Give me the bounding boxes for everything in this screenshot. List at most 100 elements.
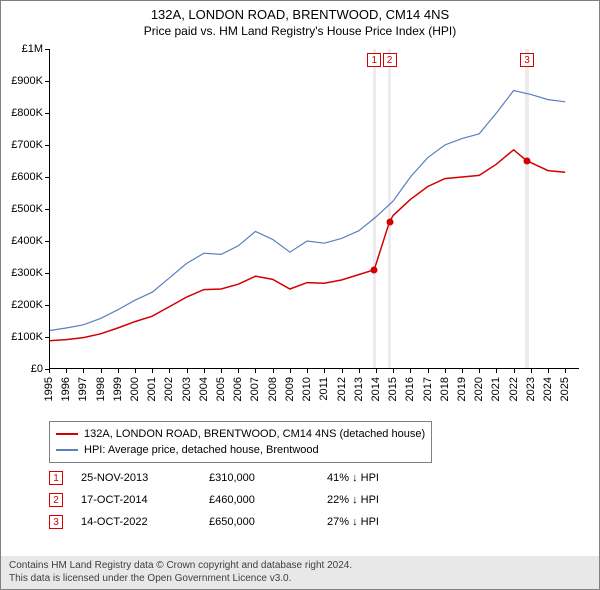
y-tick-label: £900K [0, 75, 43, 87]
y-tick-label: £100K [0, 331, 43, 343]
y-tick-label: £0 [0, 363, 43, 375]
x-tick-label: 2019 [456, 377, 468, 401]
x-tick-mark [428, 369, 429, 373]
x-tick-mark [49, 369, 50, 373]
y-tick-mark [45, 273, 49, 274]
y-tick-mark [45, 337, 49, 338]
x-tick-label: 2016 [404, 377, 416, 401]
x-tick-label: 2020 [473, 377, 485, 401]
event-date: 25-NOV-2013 [81, 472, 191, 484]
legend-item: HPI: Average price, detached house, Bren… [56, 442, 425, 458]
x-tick-mark [342, 369, 343, 373]
x-tick-mark [548, 369, 549, 373]
x-tick-mark [514, 369, 515, 373]
x-tick-mark [204, 369, 205, 373]
title-block: 132A, LONDON ROAD, BRENTWOOD, CM14 4NS P… [1, 1, 599, 38]
y-tick-mark [45, 209, 49, 210]
x-tick-mark [393, 369, 394, 373]
event-number-box: 3 [49, 515, 63, 529]
y-tick-mark [45, 145, 49, 146]
x-tick-mark [410, 369, 411, 373]
x-tick-mark [565, 369, 566, 373]
event-delta: 41% ↓ HPI [327, 472, 427, 484]
x-tick-label: 2025 [559, 377, 571, 401]
y-tick-mark [45, 177, 49, 178]
y-tick-mark [45, 305, 49, 306]
x-tick-mark [118, 369, 119, 373]
event-date: 14-OCT-2022 [81, 516, 191, 528]
y-tick-label: £200K [0, 299, 43, 311]
legend-item: 132A, LONDON ROAD, BRENTWOOD, CM14 4NS (… [56, 426, 425, 442]
x-tick-label: 1995 [43, 377, 55, 401]
x-tick-mark [255, 369, 256, 373]
x-tick-mark [445, 369, 446, 373]
y-tick-mark [45, 113, 49, 114]
x-tick-label: 2013 [353, 377, 365, 401]
y-tick-label: £500K [0, 203, 43, 215]
x-tick-mark [376, 369, 377, 373]
legend-swatch [56, 433, 78, 435]
y-tick-label: £1M [0, 43, 43, 55]
x-tick-mark [273, 369, 274, 373]
x-tick-mark [462, 369, 463, 373]
legend-label: HPI: Average price, detached house, Bren… [84, 444, 319, 456]
x-tick-label: 2018 [439, 377, 451, 401]
x-tick-label: 2015 [387, 377, 399, 401]
x-tick-mark [359, 369, 360, 373]
x-tick-mark [324, 369, 325, 373]
x-tick-label: 2022 [508, 377, 520, 401]
x-tick-mark [169, 369, 170, 373]
x-tick-label: 2002 [163, 377, 175, 401]
y-tick-label: £300K [0, 267, 43, 279]
x-tick-label: 2011 [318, 377, 330, 401]
chart-plot-area: 123 £0£100K£200K£300K£400K£500K£600K£700… [49, 49, 579, 369]
event-number-box: 1 [49, 471, 63, 485]
y-tick-label: £400K [0, 235, 43, 247]
x-tick-label: 2009 [284, 377, 296, 401]
x-tick-label: 2000 [129, 377, 141, 401]
title-line-2: Price paid vs. HM Land Registry's House … [1, 24, 599, 38]
legend-label: 132A, LONDON ROAD, BRENTWOOD, CM14 4NS (… [84, 428, 425, 440]
event-delta: 27% ↓ HPI [327, 516, 427, 528]
event-delta: 22% ↓ HPI [327, 494, 427, 506]
x-tick-mark [152, 369, 153, 373]
x-tick-label: 2014 [370, 377, 382, 401]
y-tick-mark [45, 49, 49, 50]
x-tick-label: 2017 [422, 377, 434, 401]
event-row: 1 25-NOV-2013 £310,000 41% ↓ HPI [49, 467, 427, 489]
x-tick-mark [531, 369, 532, 373]
event-price: £650,000 [209, 516, 309, 528]
x-tick-mark [290, 369, 291, 373]
x-tick-mark [135, 369, 136, 373]
x-tick-label: 2024 [542, 377, 554, 401]
x-tick-mark [187, 369, 188, 373]
x-tick-label: 2021 [490, 377, 502, 401]
x-tick-label: 2003 [181, 377, 193, 401]
x-tick-label: 2001 [146, 377, 158, 401]
x-tick-label: 2012 [336, 377, 348, 401]
y-tick-label: £800K [0, 107, 43, 119]
event-row: 2 17-OCT-2014 £460,000 22% ↓ HPI [49, 489, 427, 511]
y-tick-label: £600K [0, 171, 43, 183]
x-tick-label: 2023 [525, 377, 537, 401]
x-tick-label: 1996 [60, 377, 72, 401]
plot-border [49, 49, 579, 369]
x-tick-mark [83, 369, 84, 373]
x-tick-label: 2010 [301, 377, 313, 401]
x-tick-label: 2005 [215, 377, 227, 401]
event-date: 17-OCT-2014 [81, 494, 191, 506]
x-tick-label: 2006 [232, 377, 244, 401]
y-tick-label: £700K [0, 139, 43, 151]
event-row: 3 14-OCT-2022 £650,000 27% ↓ HPI [49, 511, 427, 533]
legend-swatch [56, 449, 78, 451]
legend: 132A, LONDON ROAD, BRENTWOOD, CM14 4NS (… [49, 421, 432, 463]
x-tick-mark [496, 369, 497, 373]
event-number-box: 2 [49, 493, 63, 507]
x-tick-label: 1998 [95, 377, 107, 401]
x-tick-label: 2004 [198, 377, 210, 401]
x-tick-label: 1999 [112, 377, 124, 401]
footer-line-1: Contains HM Land Registry data © Crown c… [9, 560, 591, 573]
x-tick-mark [479, 369, 480, 373]
events-table: 1 25-NOV-2013 £310,000 41% ↓ HPI 2 17-OC… [49, 467, 427, 533]
y-tick-mark [45, 81, 49, 82]
